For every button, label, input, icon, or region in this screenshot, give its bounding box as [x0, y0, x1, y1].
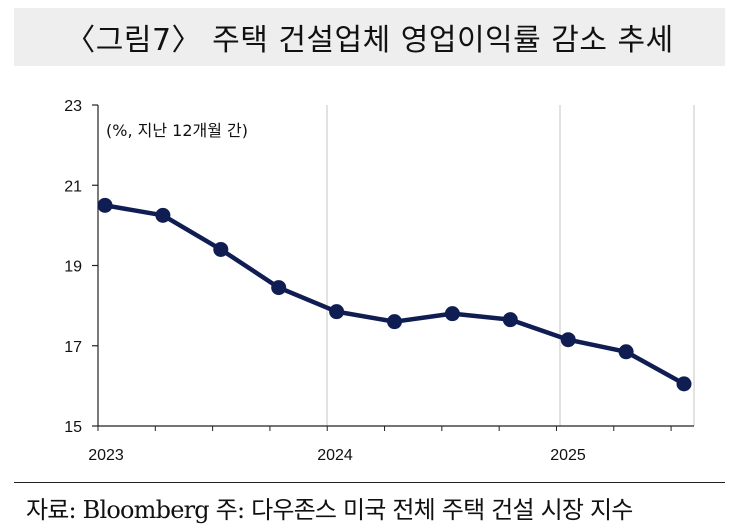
source-note: 자료: Bloomberg 주: 다우존스 미국 전체 주택 건설 시장 지수: [26, 496, 633, 524]
x-tick-label: 2023: [88, 447, 124, 464]
grid-layer: [326, 105, 695, 426]
data-point-marker: [444, 306, 460, 322]
series-layer: [97, 197, 692, 392]
y-tick-label: 15: [64, 419, 82, 436]
units-annotation: (%, 지난 12개월 간): [106, 121, 248, 140]
data-point-marker: [213, 241, 229, 257]
chart-title: 〈그림7〉 주택 건설업체 영업이익률 감소 추세: [65, 23, 674, 58]
x-tick-label: 2024: [317, 447, 353, 464]
y-tick-label: 19: [64, 259, 82, 276]
x-tick-label: 2025: [550, 447, 586, 464]
data-point-marker: [387, 314, 402, 330]
line-chart: 15 17 19 21 23 2023 2024 2025 (%, 지난 12개월 간): [64, 98, 695, 464]
y-tick-label: 17: [64, 339, 82, 356]
data-point-marker: [97, 197, 113, 213]
data-point-marker: [155, 207, 171, 223]
source-divider: [14, 482, 725, 483]
y-tick-label: 23: [64, 98, 82, 115]
data-point-marker: [560, 332, 576, 348]
data-point-marker: [271, 280, 287, 296]
data-point-marker: [618, 344, 634, 360]
chart-title-bar: 〈그림7〉 주택 건설업체 영업이익률 감소 추세: [14, 8, 725, 66]
data-point-marker: [676, 376, 692, 392]
data-point-marker: [329, 304, 345, 320]
axis-layer: 15 17 19 21 23 2023 2024 2025: [64, 98, 694, 464]
data-point-marker: [502, 312, 518, 328]
y-tick-label: 21: [64, 178, 82, 195]
series-line: [102, 203, 687, 387]
